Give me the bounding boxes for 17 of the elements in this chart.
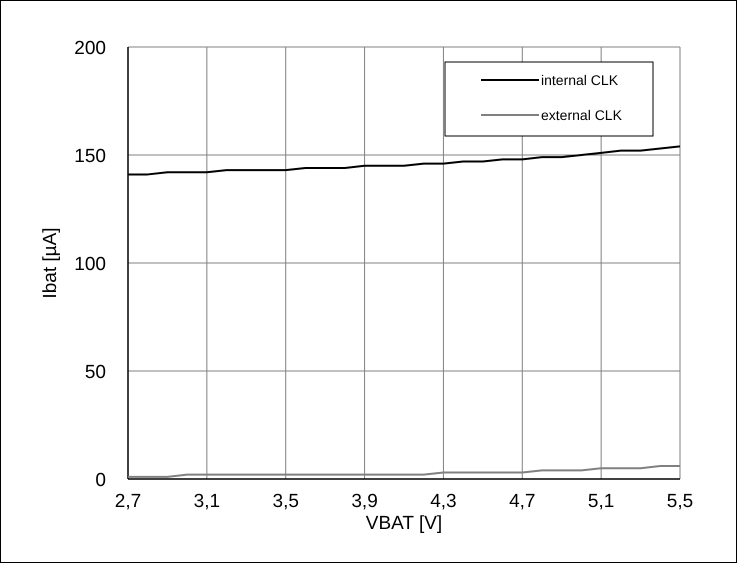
y-tick-label: 50: [84, 362, 106, 383]
x-tick-label: 2,7: [114, 491, 142, 512]
y-tick-label: 200: [74, 38, 106, 59]
x-tick-label: 3,5: [272, 491, 299, 512]
legend-label: internal CLK: [541, 72, 619, 88]
x-tick-label: 4,3: [430, 491, 457, 512]
x-tick-label: 3,9: [351, 491, 378, 512]
y-tick-label: 150: [74, 146, 106, 167]
y-tick-label: 0: [95, 470, 106, 491]
y-tick-label: 100: [74, 254, 106, 275]
y-axis-title: Ibat [µA]: [40, 227, 61, 299]
x-tick-label: 5,5: [666, 491, 694, 512]
x-tick-label: 4,7: [509, 491, 536, 512]
x-tick-label: 5,1: [588, 491, 614, 512]
x-tick-label: 3,1: [194, 491, 220, 512]
x-axis-title: VBAT [V]: [366, 513, 442, 534]
legend-label: external CLK: [541, 107, 623, 123]
